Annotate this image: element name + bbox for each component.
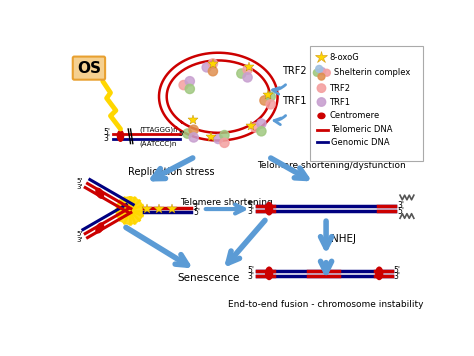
Circle shape (183, 129, 192, 138)
Circle shape (185, 77, 194, 86)
Text: TRF2: TRF2 (282, 66, 307, 75)
Text: 5': 5' (77, 231, 83, 237)
Text: (TTAGGG)n: (TTAGGG)n (140, 126, 178, 133)
Circle shape (214, 134, 223, 143)
Circle shape (266, 100, 275, 109)
Circle shape (323, 69, 330, 76)
Text: TRF1: TRF1 (329, 98, 350, 106)
Ellipse shape (118, 131, 124, 141)
Circle shape (257, 119, 266, 128)
Text: End-to-end fusion - chromosome instability: End-to-end fusion - chromosome instabili… (228, 300, 424, 309)
Text: Senescence: Senescence (177, 273, 239, 283)
Circle shape (208, 67, 218, 76)
Circle shape (208, 59, 218, 68)
Ellipse shape (96, 223, 103, 233)
Text: Genomic DNA: Genomic DNA (331, 137, 389, 147)
Circle shape (319, 68, 326, 75)
FancyArrowPatch shape (206, 205, 244, 214)
Text: Telomere shortening: Telomere shortening (180, 198, 273, 206)
Text: 3': 3' (193, 203, 200, 212)
Text: 8-oxoG: 8-oxoG (329, 53, 359, 62)
Circle shape (179, 80, 188, 90)
FancyBboxPatch shape (310, 46, 423, 161)
Circle shape (220, 131, 229, 140)
FancyArrowPatch shape (320, 261, 332, 272)
Circle shape (317, 84, 326, 93)
Text: (AATCCC)n: (AATCCC)n (140, 140, 177, 147)
Text: TRF1: TRF1 (282, 96, 307, 106)
Text: 3': 3' (393, 272, 400, 281)
Circle shape (237, 69, 246, 78)
FancyArrowPatch shape (126, 227, 188, 265)
Ellipse shape (265, 267, 273, 279)
Ellipse shape (376, 267, 383, 279)
Text: 5': 5' (397, 207, 404, 216)
Circle shape (266, 92, 275, 101)
Circle shape (316, 66, 323, 72)
Text: 3': 3' (103, 135, 110, 143)
Text: TRF2: TRF2 (329, 84, 350, 93)
FancyArrowPatch shape (228, 220, 265, 263)
Circle shape (243, 65, 252, 74)
Circle shape (317, 98, 326, 106)
Ellipse shape (265, 203, 273, 215)
Text: OS: OS (77, 61, 101, 75)
Circle shape (189, 125, 198, 134)
Text: 5': 5' (247, 201, 255, 210)
Text: 3': 3' (247, 272, 255, 281)
Text: NHEJ: NHEJ (331, 234, 356, 244)
Text: 3': 3' (247, 207, 255, 216)
Circle shape (318, 73, 325, 80)
Circle shape (260, 96, 269, 105)
FancyArrowPatch shape (320, 221, 332, 248)
Circle shape (243, 73, 252, 82)
Circle shape (251, 123, 260, 132)
FancyBboxPatch shape (73, 57, 105, 80)
FancyArrowPatch shape (274, 116, 286, 125)
Text: 5': 5' (193, 208, 200, 216)
Circle shape (189, 133, 198, 142)
FancyArrowPatch shape (271, 158, 307, 178)
Text: 5': 5' (247, 266, 255, 275)
Text: 3': 3' (77, 184, 83, 190)
Text: 5': 5' (393, 266, 400, 275)
Circle shape (185, 84, 194, 94)
Text: 3': 3' (77, 237, 83, 243)
Text: Shelterin complex: Shelterin complex (334, 68, 410, 77)
Ellipse shape (318, 113, 325, 119)
FancyArrowPatch shape (153, 158, 193, 179)
Ellipse shape (96, 188, 103, 198)
FancyArrowPatch shape (273, 85, 286, 94)
Circle shape (202, 63, 211, 72)
Text: Centromere: Centromere (329, 111, 379, 120)
Text: Telomere shortening/dysfunction: Telomere shortening/dysfunction (257, 161, 406, 171)
Text: Telomeric DNA: Telomeric DNA (331, 125, 392, 134)
Polygon shape (116, 197, 144, 224)
Text: 3': 3' (397, 201, 404, 210)
Text: Replication stress: Replication stress (128, 167, 215, 177)
Circle shape (220, 138, 229, 147)
Text: 5': 5' (77, 178, 83, 184)
Text: 5': 5' (103, 128, 110, 137)
Circle shape (257, 127, 266, 136)
Circle shape (313, 69, 320, 76)
Text: 5': 5' (178, 131, 184, 137)
